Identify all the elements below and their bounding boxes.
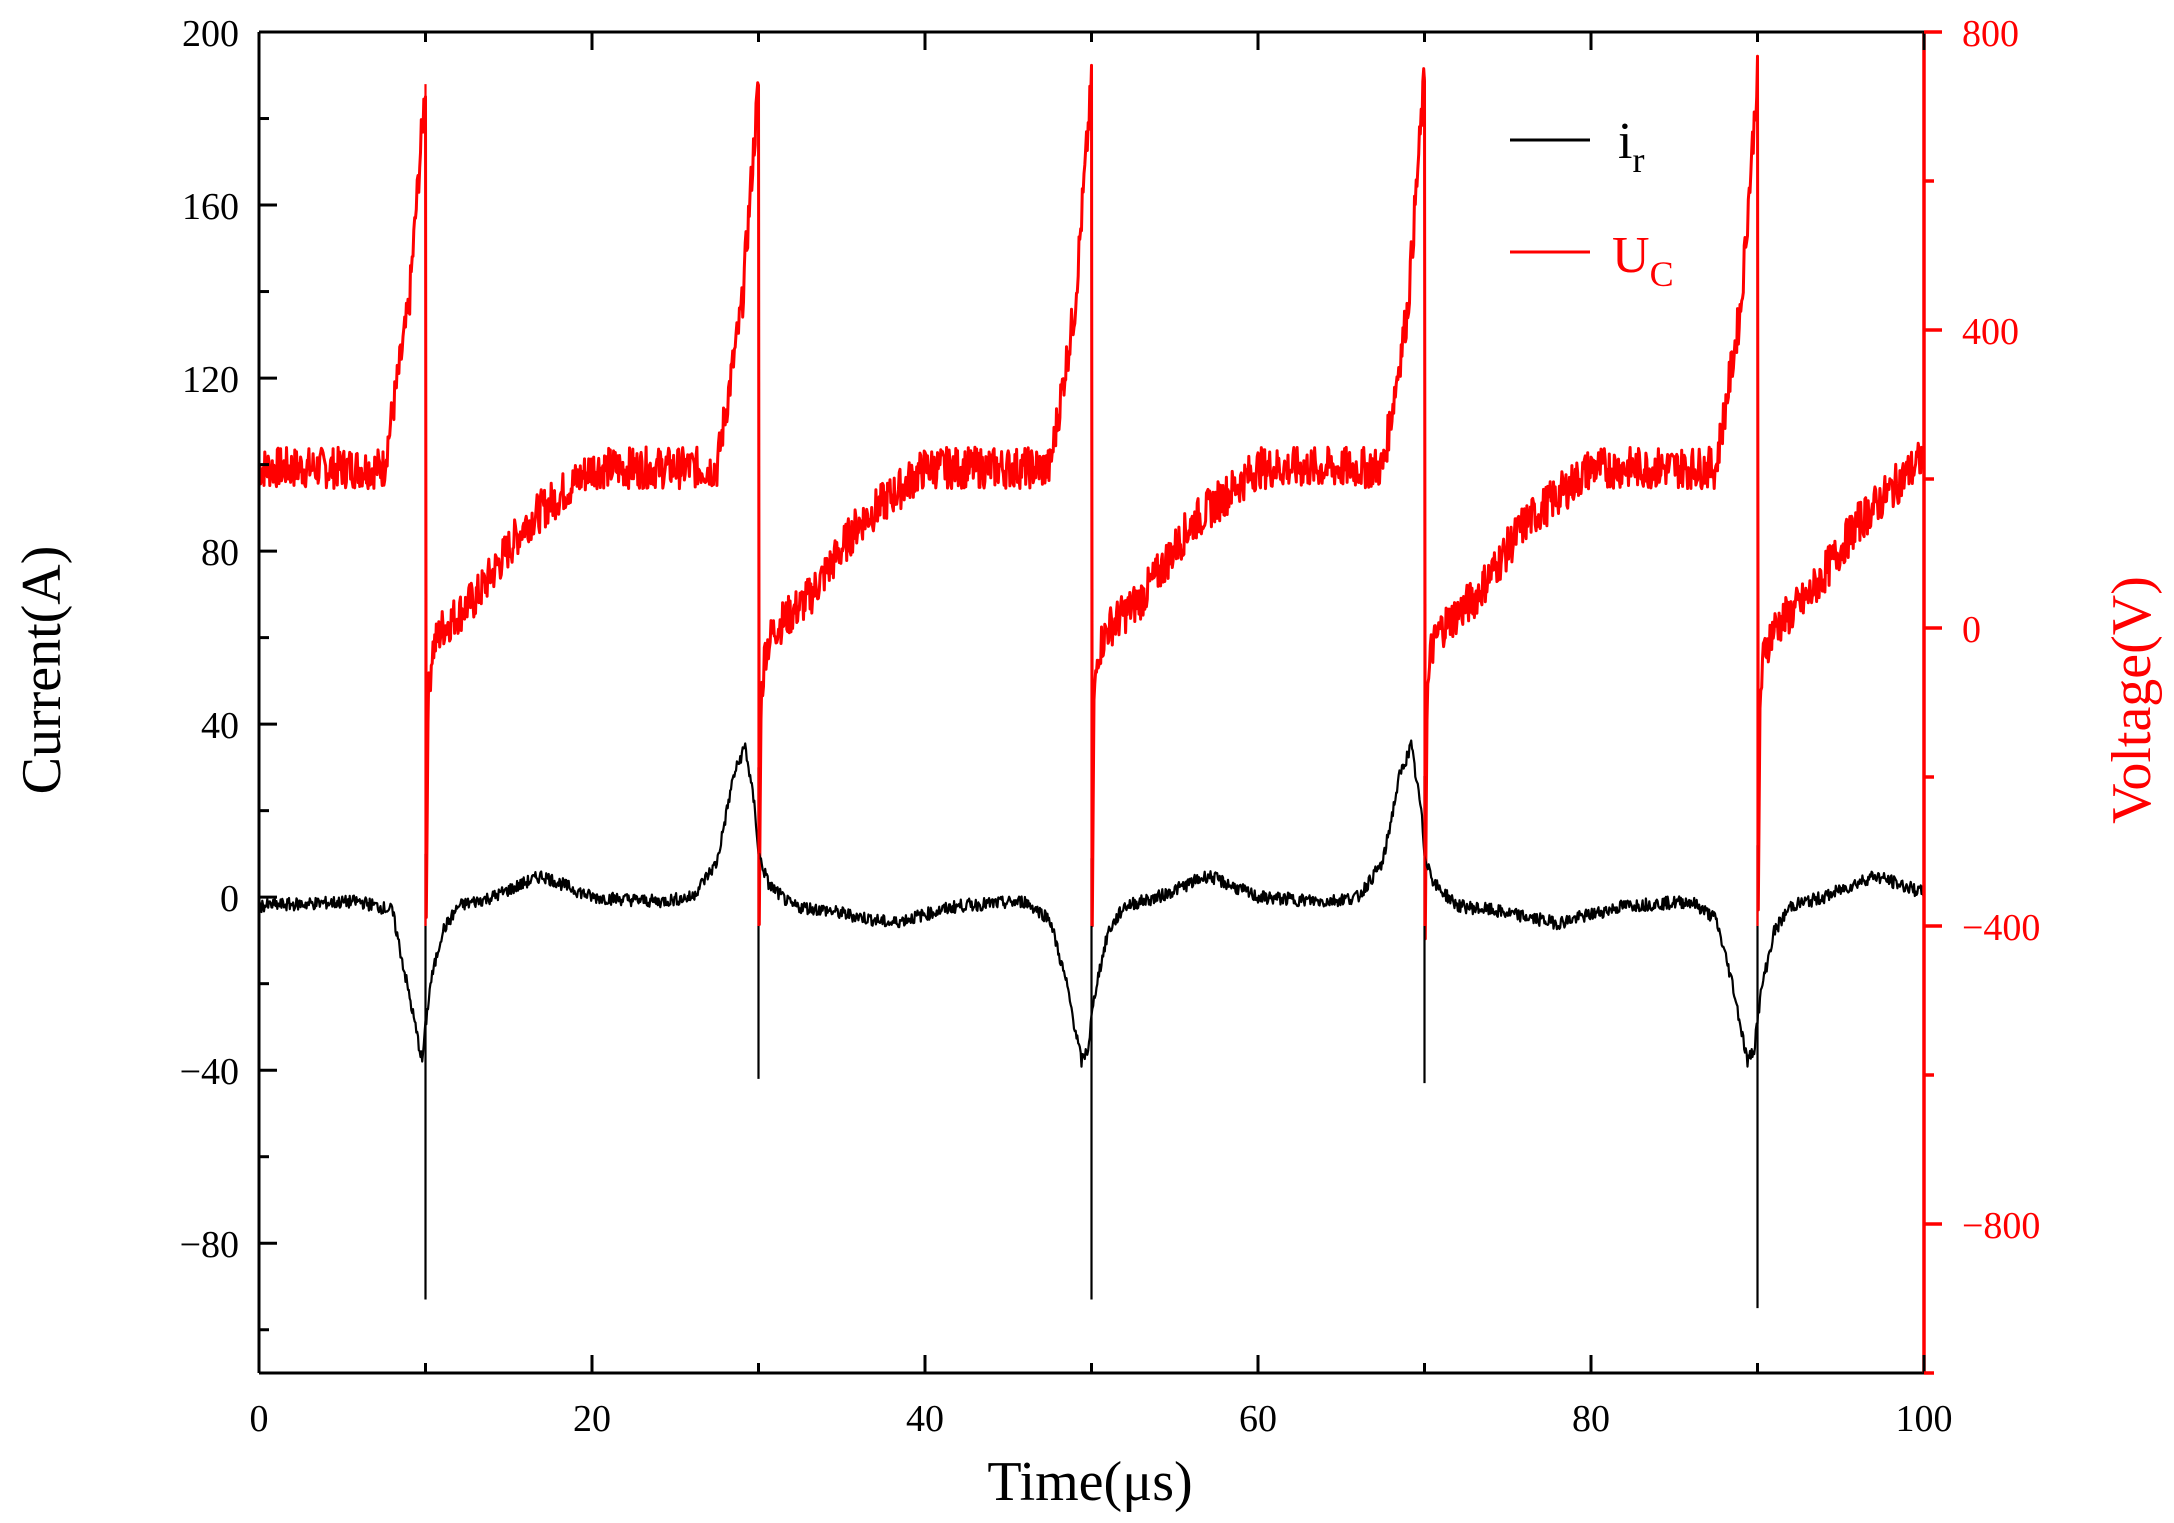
plot-area xyxy=(257,54,1926,1309)
x-tick-label: 0 xyxy=(250,1398,269,1440)
axes: 0 20 40 60 80 10020016012080400−40−808004000−… xyxy=(180,13,2041,1440)
left-y-tick-label: 0 xyxy=(220,878,239,920)
legend: ir UC xyxy=(1510,113,1674,294)
right-y-tick-label: 800 xyxy=(1962,13,2019,55)
left-y-axis-title: Current(A) xyxy=(11,546,73,795)
right-y-tick-label: −400 xyxy=(1962,907,2040,949)
left-y-tick-label: 200 xyxy=(182,13,239,55)
x-tick-label: 80 xyxy=(1572,1398,1610,1440)
left-y-tick-label: 160 xyxy=(182,186,239,228)
right-y-tick-label: −800 xyxy=(1962,1205,2040,1247)
legend-label-uc: UC xyxy=(1612,227,1674,294)
left-y-tick-label: −80 xyxy=(180,1224,239,1266)
left-y-tick-label: −40 xyxy=(180,1051,239,1093)
x-tick-label: 20 xyxy=(573,1398,611,1440)
x-tick-label: 60 xyxy=(1239,1398,1277,1440)
legend-label-ir: ir xyxy=(1618,113,1644,180)
left-y-tick-label: 120 xyxy=(182,359,239,401)
x-tick-label: 100 xyxy=(1896,1398,1953,1440)
series-line-u-c xyxy=(257,54,1926,941)
right-y-tick-label: 0 xyxy=(1962,609,1981,651)
left-y-tick-label: 80 xyxy=(201,532,239,574)
right-y-axis-title: Voltage(V) xyxy=(2101,576,2163,824)
x-tick-label: 40 xyxy=(906,1398,944,1440)
left-y-tick-label: 40 xyxy=(201,705,239,747)
x-axis-title: Time(μs) xyxy=(987,1451,1192,1513)
right-y-tick-label: 400 xyxy=(1962,311,2019,353)
